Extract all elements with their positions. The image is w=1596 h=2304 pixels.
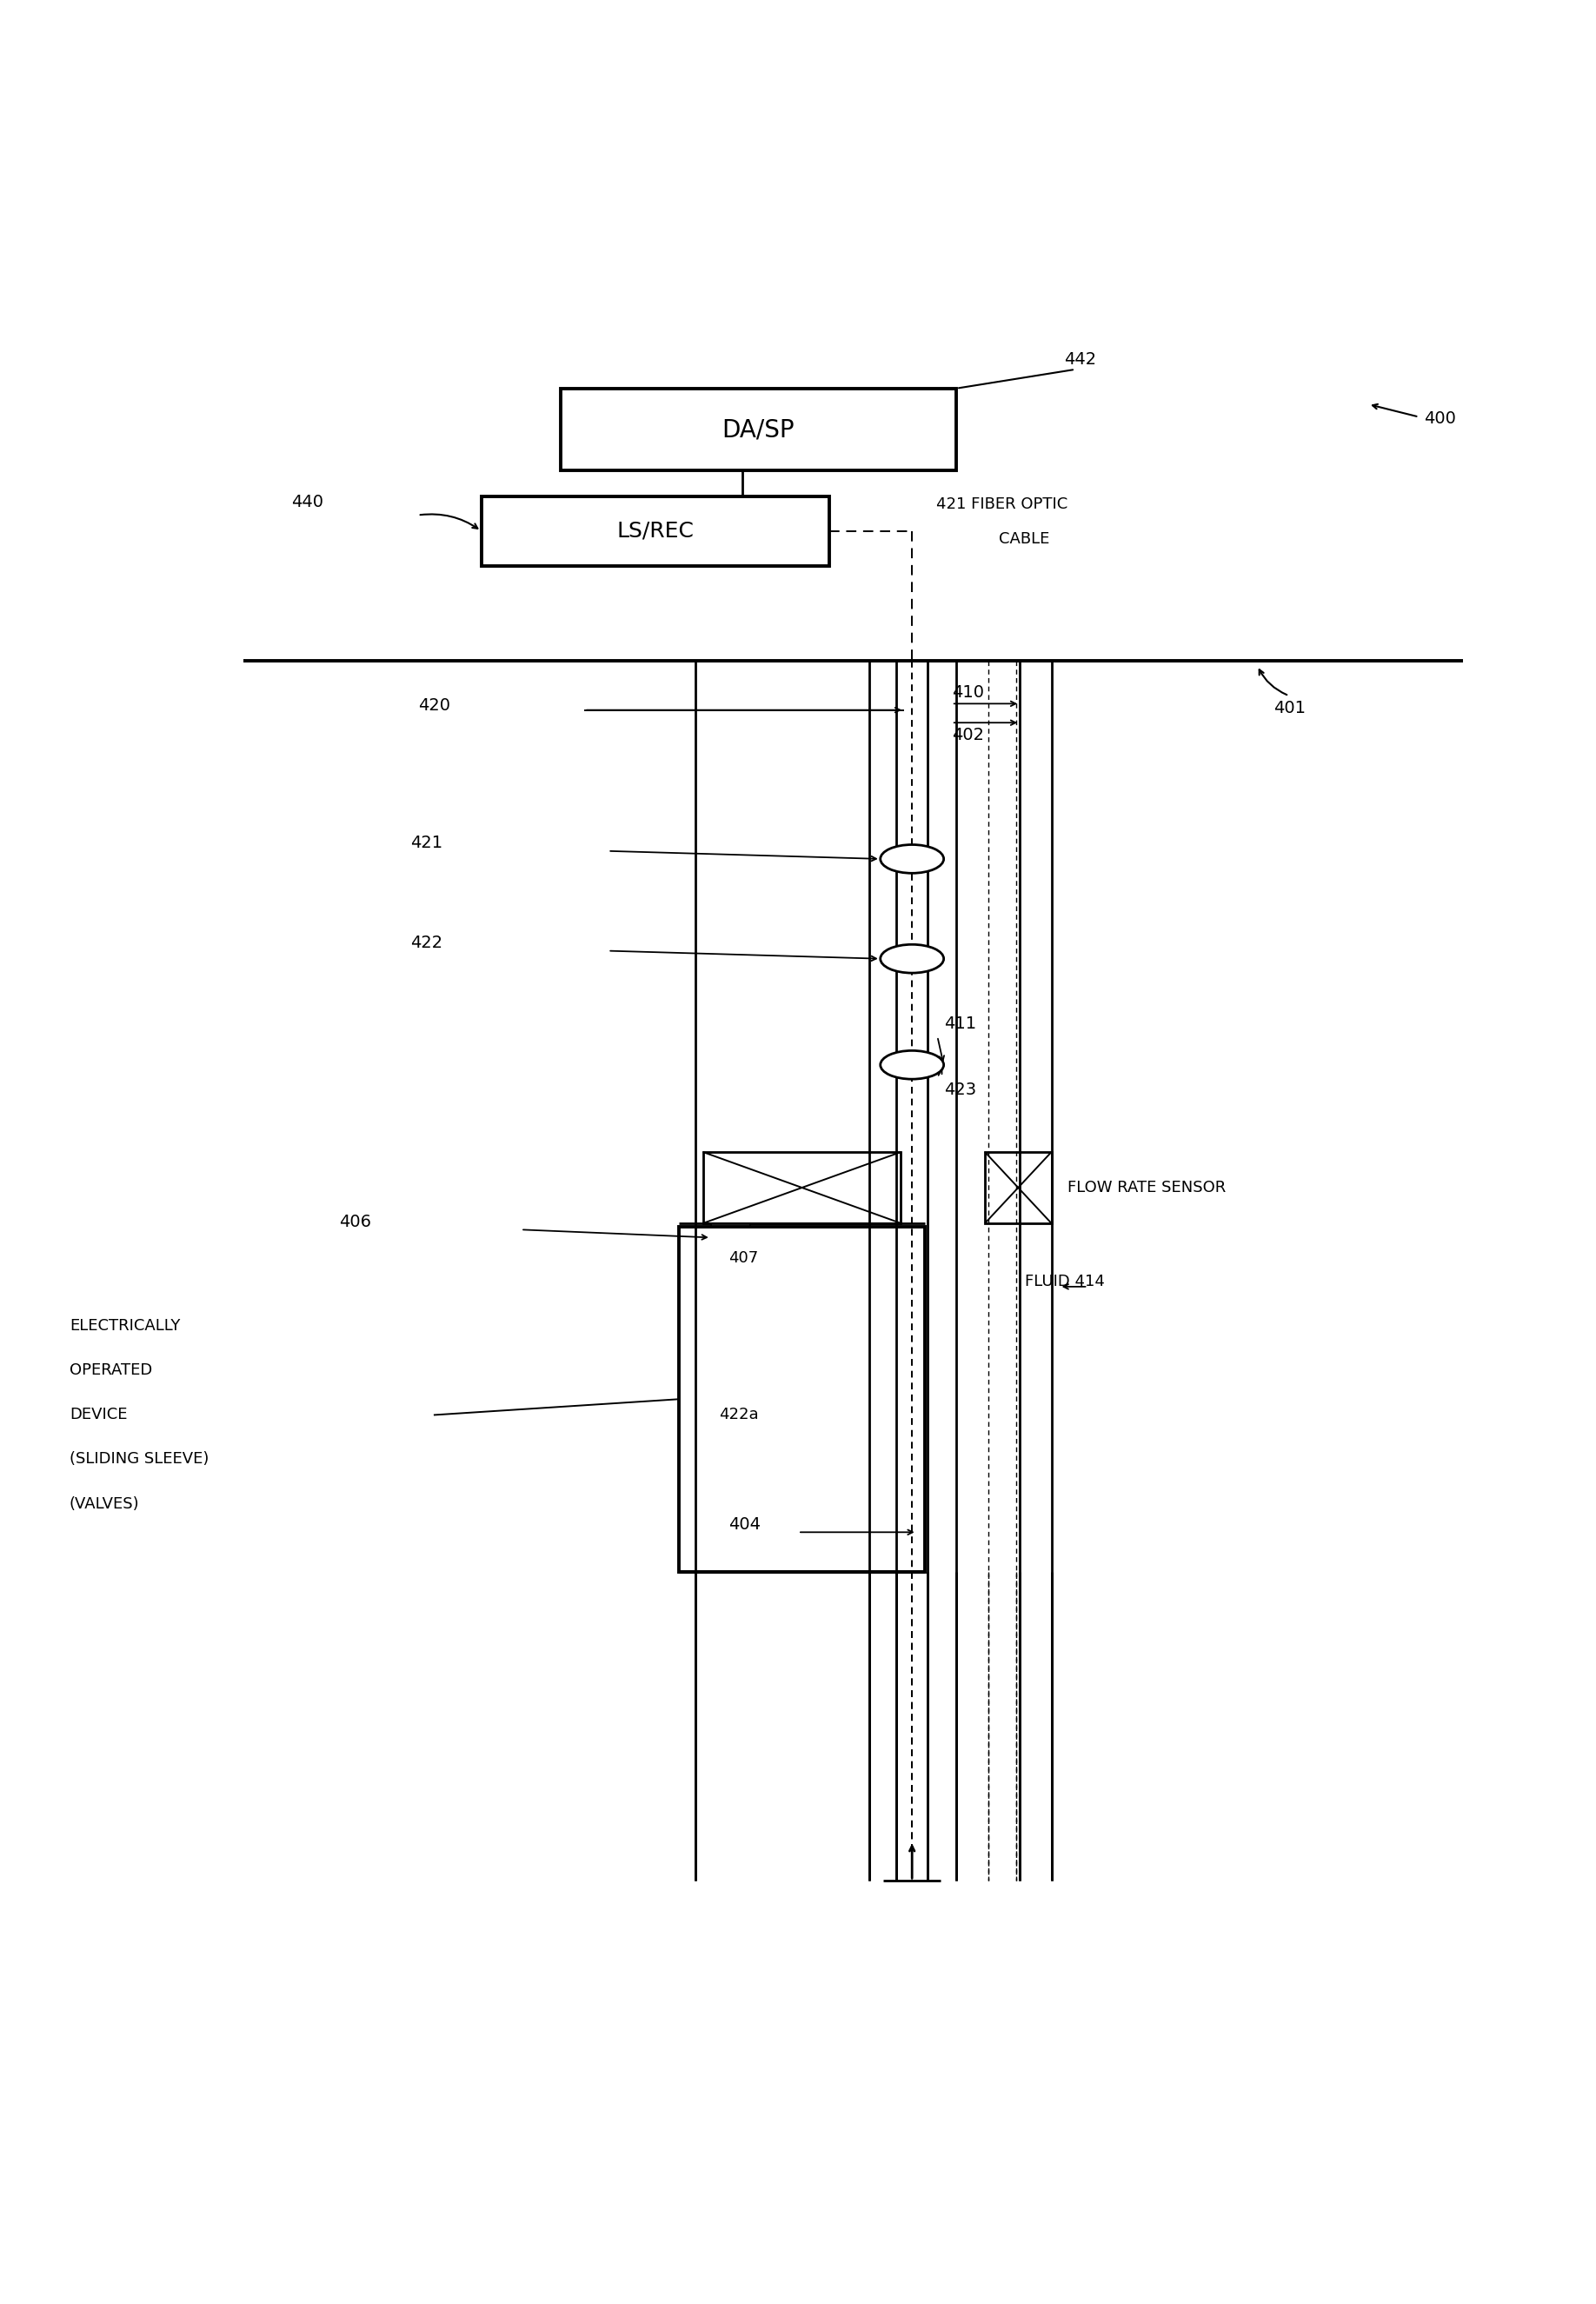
Text: OPERATED: OPERATED <box>69 1362 152 1378</box>
Text: 421 FIBER OPTIC: 421 FIBER OPTIC <box>935 495 1068 511</box>
Text: 404: 404 <box>728 1516 760 1532</box>
Text: 411: 411 <box>943 1016 977 1032</box>
Text: 423: 423 <box>943 1083 977 1099</box>
Text: 442: 442 <box>1065 353 1096 369</box>
Text: CABLE: CABLE <box>999 532 1050 546</box>
Text: (SLIDING SLEEVE): (SLIDING SLEEVE) <box>69 1452 209 1468</box>
Text: 402: 402 <box>951 728 983 744</box>
Text: 407: 407 <box>728 1251 758 1265</box>
Text: 401: 401 <box>1274 700 1306 717</box>
Text: 422a: 422a <box>718 1408 758 1424</box>
Bar <box>710 1223 750 1251</box>
Text: 410: 410 <box>951 684 983 700</box>
Bar <box>482 495 830 567</box>
Text: LS/REC: LS/REC <box>616 521 694 541</box>
Bar <box>560 389 956 470</box>
Ellipse shape <box>881 846 943 873</box>
Text: FLOW RATE SENSOR: FLOW RATE SENSOR <box>1068 1180 1226 1196</box>
Text: 420: 420 <box>418 698 450 714</box>
Bar <box>723 1233 734 1244</box>
Text: 421: 421 <box>410 834 442 852</box>
Ellipse shape <box>881 1051 943 1078</box>
Text: DEVICE: DEVICE <box>69 1408 128 1424</box>
Text: 440: 440 <box>290 495 324 511</box>
Text: DA/SP: DA/SP <box>721 417 795 442</box>
Bar <box>680 1226 924 1571</box>
Ellipse shape <box>881 945 943 972</box>
Text: ELECTRICALLY: ELECTRICALLY <box>69 1318 180 1334</box>
Bar <box>702 1152 902 1223</box>
Text: (VALVES): (VALVES) <box>69 1495 139 1511</box>
Bar <box>985 1152 1052 1223</box>
Text: 400: 400 <box>1424 410 1456 426</box>
Text: 406: 406 <box>338 1214 370 1230</box>
Text: FLUID 414: FLUID 414 <box>1025 1274 1104 1290</box>
Text: 422: 422 <box>410 935 442 952</box>
